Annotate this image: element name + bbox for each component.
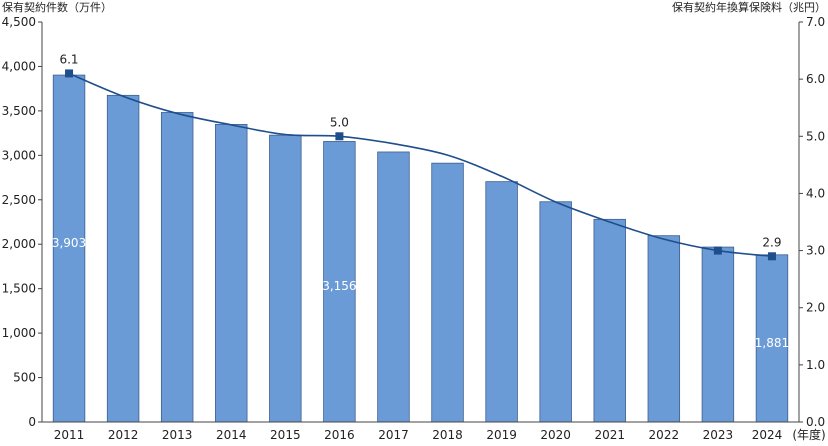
line-value-label: 2.9 <box>762 235 781 249</box>
bar-2016 <box>323 141 356 423</box>
x-tick-label: 2019 <box>486 428 517 442</box>
x-tick-label: 2021 <box>594 428 625 442</box>
left-tick-label: 2,500 <box>2 193 36 207</box>
x-tick-label: 2017 <box>378 428 409 442</box>
x-tick-label: 2012 <box>108 428 139 442</box>
bar-2011 <box>52 74 86 423</box>
x-unit-label: (年度) <box>792 427 825 442</box>
axes: 0 500 1,000 1,500 2,000 2,500 3,000 3,500 4,000 4… <box>2 15 825 442</box>
bar-2021 <box>593 218 626 423</box>
right-tick-label: 3.0 <box>806 244 825 258</box>
bar-2014 <box>215 124 248 423</box>
bar-2018 <box>431 162 464 423</box>
left-tick-label: 3,500 <box>2 104 36 118</box>
bar-value-label: 3,903 <box>52 236 86 250</box>
left-tick-label: 3,000 <box>2 148 36 162</box>
bar-series <box>52 74 789 423</box>
right-tick-label: 4.0 <box>806 186 825 200</box>
line-series <box>65 69 776 261</box>
left-axis-title: 保有契約件数（万件） <box>2 0 112 14</box>
left-tick-label: 0 <box>28 415 36 429</box>
bar-2023 <box>701 246 735 423</box>
left-tick-label: 4,000 <box>2 59 36 73</box>
right-tick-label: 5.0 <box>806 129 825 143</box>
left-tick-label: 1,500 <box>2 282 36 296</box>
x-tick-label: 2023 <box>703 428 734 442</box>
line-marker-2011 <box>65 69 74 78</box>
line-marker-2023 <box>713 246 722 255</box>
x-tick-label: 2022 <box>649 428 680 442</box>
left-tick-label: 4,500 <box>2 15 36 29</box>
x-tick-label: 2013 <box>162 428 193 442</box>
x-tick-label: 2014 <box>216 428 247 442</box>
bar-2017 <box>377 151 410 423</box>
bar-2015 <box>269 134 302 423</box>
right-tick-label: 7.0 <box>806 15 825 29</box>
left-tick-label: 2,000 <box>2 237 36 251</box>
bar-2022 <box>647 235 681 423</box>
left-tick-label: 500 <box>13 371 36 385</box>
x-tick-label: 2011 <box>54 428 85 442</box>
line-value-label: 6.1 <box>59 52 78 66</box>
bar-2012 <box>106 94 140 423</box>
right-tick-label: 1.0 <box>806 358 825 372</box>
right-tick-label: 6.0 <box>806 72 825 86</box>
bar-value-label: 3,156 <box>322 279 356 293</box>
right-axis-title: 保有契約年換算保険料（兆円） <box>672 0 826 14</box>
data-labels: 6.1 5.0 2.9 3,903 3,156 1,881 <box>52 52 789 349</box>
bar-value-label: 1,881 <box>755 336 789 350</box>
x-tick-label: 2015 <box>270 428 301 442</box>
bar-2020 <box>539 201 572 423</box>
x-tick-label: 2016 <box>324 428 355 442</box>
x-tick-label: 2024 <box>752 428 783 442</box>
line-marker-2024 <box>767 252 776 261</box>
x-tick-label: 2020 <box>540 428 571 442</box>
x-tick-label: 2018 <box>432 428 463 442</box>
line-path <box>68 72 773 258</box>
right-tick-label: 2.0 <box>806 301 825 315</box>
left-tick-label: 1,000 <box>2 326 36 340</box>
bar-2019 <box>485 181 518 423</box>
line-value-label: 5.0 <box>330 115 349 129</box>
line-marker-2016 <box>335 132 344 141</box>
bar-2013 <box>160 112 194 423</box>
right-tick-label: 0.0 <box>806 415 825 429</box>
